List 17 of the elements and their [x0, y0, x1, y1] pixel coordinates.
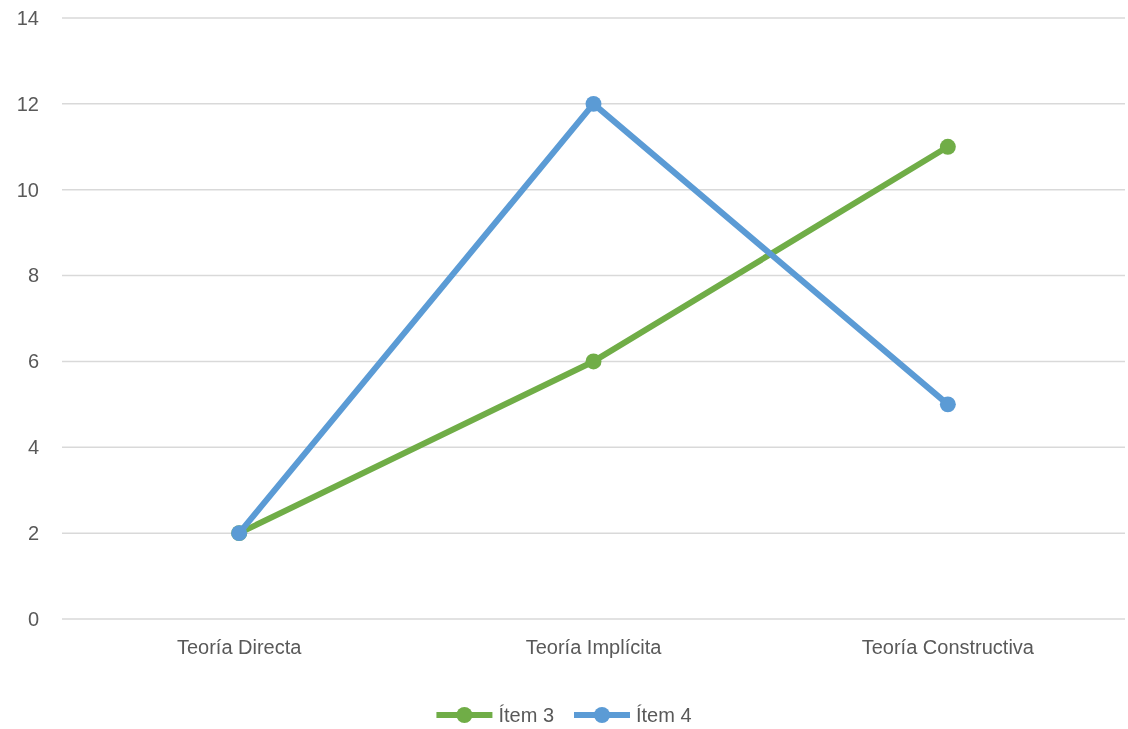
point: [585, 353, 602, 370]
y-tick-label: 0: [27, 607, 39, 630]
y-tick-label: 2: [27, 522, 39, 545]
y-tick-label: 14: [16, 6, 39, 29]
point: [939, 138, 956, 155]
point: [939, 396, 956, 413]
y-tick-label: 6: [27, 350, 39, 373]
y-tick-label: 12: [16, 92, 39, 115]
point: [585, 95, 602, 112]
legend-label: Ítem 4: [636, 704, 692, 726]
y-tick-label: 8: [27, 264, 39, 287]
x-tick-label: Teoría Constructiva: [861, 636, 1035, 659]
y-tick-label: 10: [16, 178, 39, 201]
x-tick-label: Teoría Implícita: [525, 636, 663, 659]
legend-label: Ítem 3: [498, 704, 554, 726]
x-tick-label: Teoría Directa: [176, 636, 303, 659]
y-tick-label: 4: [27, 436, 39, 459]
